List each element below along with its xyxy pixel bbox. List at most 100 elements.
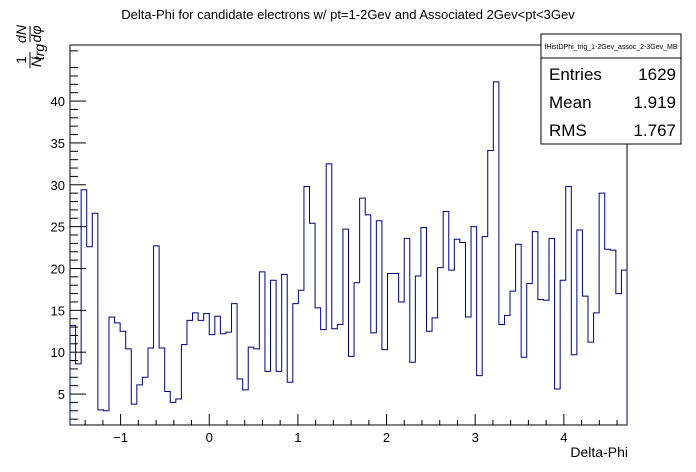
histogram-bin	[87, 247, 93, 425]
histogram-bin	[382, 350, 388, 425]
y-tick-label: 15	[51, 303, 65, 318]
histogram-bin	[154, 246, 160, 425]
histogram-bin	[477, 376, 483, 425]
histogram-bin	[120, 331, 126, 425]
plot-area: −1 0 1 2 3 4 5 10 15 20 25 30 35 40	[51, 44, 628, 445]
histogram-bin	[555, 389, 561, 425]
histogram-bin	[259, 272, 265, 425]
histogram-bin	[460, 243, 466, 425]
x-axis-label: Delta-Phi	[570, 444, 628, 460]
histogram-bin	[543, 300, 549, 425]
histogram-bin	[220, 334, 226, 425]
histogram-bin	[115, 323, 121, 425]
histogram-bin	[354, 283, 360, 425]
histogram-bin	[226, 332, 232, 425]
stats-mean-label: Mean	[549, 93, 592, 112]
histogram-bin	[215, 316, 221, 425]
histogram-bin	[148, 348, 154, 425]
histogram-bin	[360, 198, 366, 425]
x-tick-label: 1	[294, 430, 301, 445]
stats-box: fHistDPhi_trig_1-2Gev_assoc_2-3Gev_MB En…	[540, 33, 682, 145]
y-label-num1: 1	[13, 56, 29, 64]
y-tick-label: 30	[51, 178, 65, 193]
histogram-bin	[103, 411, 109, 425]
y-label-den2: dφ	[28, 26, 44, 43]
y-tick-label: 35	[51, 136, 65, 151]
histogram-bin	[310, 223, 316, 425]
histogram-bin	[471, 227, 477, 425]
histogram-bin	[376, 221, 382, 425]
histogram-bin	[131, 404, 137, 425]
histogram-bin	[527, 284, 533, 425]
histogram-bin	[404, 238, 410, 425]
histogram-bin	[343, 229, 349, 425]
histogram-bin	[577, 230, 583, 425]
histogram-bin	[443, 212, 449, 425]
histogram-bin	[287, 382, 293, 425]
histogram-bin	[315, 308, 321, 425]
histogram-bin	[610, 250, 616, 425]
histogram-bin	[365, 215, 371, 425]
histogram-bin	[588, 342, 594, 425]
histogram-bin	[566, 186, 572, 425]
histogram-bin	[204, 314, 210, 425]
histogram-bin	[81, 190, 87, 425]
histogram-bin	[482, 237, 488, 425]
histogram-bin	[532, 232, 538, 425]
histogram-bin	[616, 294, 622, 425]
histogram-bin	[198, 320, 204, 425]
x-tick-label: −1	[113, 430, 128, 445]
histogram-bin	[349, 356, 355, 425]
histogram-bin	[432, 318, 438, 425]
histogram-bin	[137, 385, 143, 425]
histogram-series	[69, 81, 628, 425]
histogram-bin	[504, 315, 510, 425]
histogram-bin	[92, 213, 98, 425]
histogram-bin	[387, 274, 393, 426]
histogram-bin	[176, 399, 182, 425]
histogram-bin	[276, 371, 282, 425]
histogram-bin	[70, 325, 76, 425]
histogram-bin	[165, 392, 171, 425]
x-tick-label: 3	[472, 430, 479, 445]
histogram-bin	[421, 227, 427, 425]
y-label-den1-sub: trg	[31, 44, 47, 61]
y-label-num2: dN	[13, 24, 29, 43]
histogram-bin	[193, 313, 199, 425]
histogram-bin	[621, 270, 627, 425]
histogram-bin	[321, 330, 327, 425]
stats-mean-value: 1.919	[633, 93, 676, 112]
histogram-bin	[326, 164, 332, 425]
histogram-bin	[454, 239, 460, 425]
histogram-bin	[142, 377, 148, 425]
histogram-bin	[265, 371, 271, 425]
chart-title: Delta-Phi for candidate electrons w/ pt=…	[121, 7, 575, 22]
histogram-bin	[493, 82, 499, 425]
histogram-bin	[438, 268, 444, 425]
stats-entries-value: 1629	[638, 65, 676, 84]
histogram-bin	[232, 304, 238, 425]
histogram-bin	[560, 280, 566, 425]
stats-entries-label: Entries	[549, 65, 602, 84]
histogram-bin	[371, 333, 377, 425]
x-tick-label: 2	[383, 430, 390, 445]
histogram-bin	[516, 244, 522, 425]
histogram-bin	[170, 402, 176, 425]
histogram-bin	[332, 329, 338, 425]
histogram-bin	[126, 349, 132, 425]
histogram-bin	[510, 291, 516, 425]
histogram-bin	[465, 317, 471, 425]
histogram-bin	[582, 296, 588, 425]
histogram-bin	[271, 280, 277, 425]
histogram-bin	[109, 317, 115, 425]
histogram-bin	[521, 357, 527, 425]
histogram-bin	[337, 325, 343, 425]
histogram-bin	[594, 313, 600, 425]
histogram-bin	[488, 150, 494, 425]
y-tick-label: 20	[51, 261, 65, 276]
histogram-bin	[282, 274, 288, 425]
histogram-bin	[159, 348, 165, 425]
histogram-bin	[304, 186, 310, 425]
histogram-bin	[415, 276, 421, 425]
